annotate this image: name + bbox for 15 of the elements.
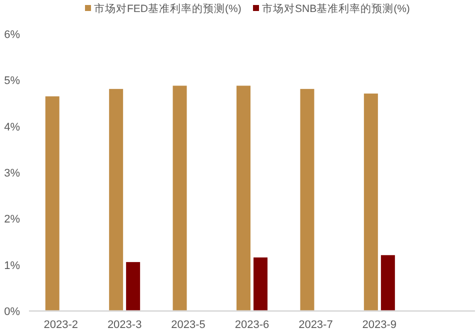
x-tick-label: 2023-7 — [298, 319, 333, 331]
y-tick-label: 2% — [4, 214, 20, 226]
x-tick-label: 2023-2 — [44, 319, 78, 331]
y-tick-label: 6% — [4, 29, 20, 41]
y-tick-label: 4% — [4, 121, 20, 134]
x-tick-label: 2023-3 — [107, 319, 142, 331]
x-tick-label: 2023-9 — [362, 319, 397, 331]
y-tick-label: 1% — [4, 260, 20, 272]
x-tick-label: 2023-6 — [234, 319, 270, 331]
y-tick-label: 3% — [4, 168, 20, 180]
legend-label: 市场对FED基准利率的预测(%) — [94, 2, 242, 15]
y-tick-label: 0% — [4, 306, 20, 318]
x-tick-label: 2023-5 — [171, 319, 206, 331]
y-tick-label: 5% — [4, 75, 20, 88]
legend-label: 市场对SNB基准利率的预测(%) — [262, 2, 410, 15]
